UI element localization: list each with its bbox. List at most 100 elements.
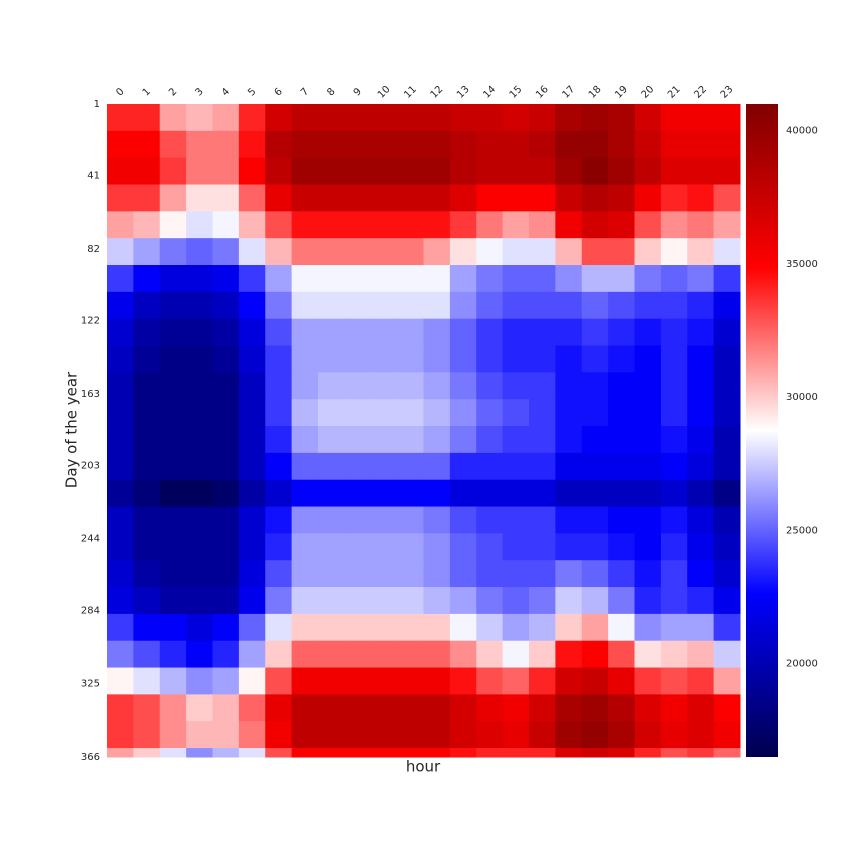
heatmap-cell (318, 426, 345, 454)
heatmap-cell (660, 238, 688, 266)
heatmap-cell (713, 345, 741, 373)
heatmap-cell (265, 587, 293, 615)
heatmap-cell (397, 184, 424, 212)
heatmap-cell (555, 238, 583, 266)
heatmap-cell (238, 318, 266, 347)
heatmap-cell (502, 372, 530, 400)
heatmap-cell (133, 452, 161, 481)
heatmap-cell (581, 184, 609, 212)
heatmap-cell (397, 104, 424, 132)
heatmap-cell (581, 238, 609, 266)
heatmap-cell (423, 238, 451, 266)
heatmap-cell (291, 613, 319, 642)
heatmap-cell (713, 479, 741, 508)
heatmap-cell (370, 130, 398, 159)
colorbar-tick-label: 35000 (786, 259, 818, 270)
heatmap-cell (502, 506, 530, 534)
heatmap-cell (423, 667, 451, 695)
heatmap-cell (133, 640, 161, 669)
heatmap-cell (159, 479, 187, 508)
heatmap-cell (159, 399, 187, 427)
heatmap-cell (291, 694, 319, 722)
heatmap-cell (159, 721, 187, 749)
heatmap-cell (370, 399, 398, 427)
heatmap-cell (529, 238, 556, 266)
heatmap-cell (634, 560, 662, 588)
heatmap-cell (423, 104, 451, 132)
heatmap-cell (555, 560, 583, 588)
heatmap-cell (265, 640, 293, 669)
heatmap-cell (713, 506, 741, 534)
heatmap-cell (370, 291, 398, 320)
heatmap-cell (660, 345, 688, 373)
heatmap-cell (107, 587, 134, 615)
heatmap-cell (502, 452, 530, 481)
heatmap-cell (660, 748, 688, 758)
heatmap-cell (344, 184, 372, 212)
heatmap-cell (529, 291, 556, 320)
heatmap-cell (186, 238, 213, 266)
x-tick-label: 19 (613, 84, 630, 101)
heatmap-cell (660, 157, 688, 186)
heatmap-cell (555, 694, 583, 722)
heatmap-cell (344, 640, 372, 669)
heatmap-cell (502, 211, 530, 239)
heatmap-cell (318, 613, 345, 642)
heatmap-cell (687, 399, 715, 427)
heatmap-cell (660, 130, 688, 159)
heatmap-cell (608, 694, 635, 722)
heatmap-cell (397, 426, 424, 454)
heatmap-cell (502, 613, 530, 642)
heatmap-cell (608, 748, 635, 758)
heatmap-cell (476, 104, 504, 132)
heatmap-cell (291, 291, 319, 320)
heatmap-cell (581, 399, 609, 427)
heatmap-cell (133, 748, 161, 758)
heatmap-cell (265, 157, 293, 186)
heatmap-cell (529, 265, 556, 293)
heatmap-cell (291, 372, 319, 400)
heatmap-cell (660, 399, 688, 427)
heatmap-cell (555, 157, 583, 186)
heatmap-cell (660, 613, 688, 642)
heatmap-cell (687, 506, 715, 534)
heatmap-cell (581, 452, 609, 481)
x-axis-label: hour (406, 758, 441, 776)
heatmap-cell (370, 587, 398, 615)
heatmap-cell (291, 452, 319, 481)
heatmap-cell (476, 748, 504, 758)
heatmap-cell (291, 265, 319, 293)
heatmap-cell (634, 587, 662, 615)
heatmap-cell (397, 721, 424, 749)
heatmap-cell (581, 613, 609, 642)
heatmap-cell (476, 211, 504, 239)
heatmap-cell (212, 345, 240, 373)
heatmap-cell (529, 587, 556, 615)
heatmap-cell (133, 345, 161, 373)
heatmap-cell (555, 372, 583, 400)
heatmap-cell (186, 184, 213, 212)
heatmap-cell (660, 533, 688, 561)
heatmap-cell (502, 721, 530, 749)
heatmap-cell (318, 721, 345, 749)
heatmap-cell (449, 479, 477, 508)
heatmap-cell (449, 291, 477, 320)
heatmap-cell (318, 265, 345, 293)
heatmap-cell (133, 104, 161, 132)
heatmap-cell (555, 452, 583, 481)
heatmap-cell (581, 587, 609, 615)
heatmap-cell (449, 184, 477, 212)
heatmap-cell (555, 345, 583, 373)
heatmap-cell (370, 560, 398, 588)
heatmap-cell (107, 426, 134, 454)
heatmap-cell (370, 694, 398, 722)
heatmap-cell (529, 640, 556, 669)
heatmap-cell (212, 399, 240, 427)
heatmap-cell (423, 560, 451, 588)
heatmap-cell (660, 104, 688, 132)
heatmap-cell (476, 130, 504, 159)
heatmap-cell (212, 426, 240, 454)
heatmap-cell (212, 721, 240, 749)
heatmap-cell (713, 157, 741, 186)
heatmap-cell (186, 479, 213, 508)
